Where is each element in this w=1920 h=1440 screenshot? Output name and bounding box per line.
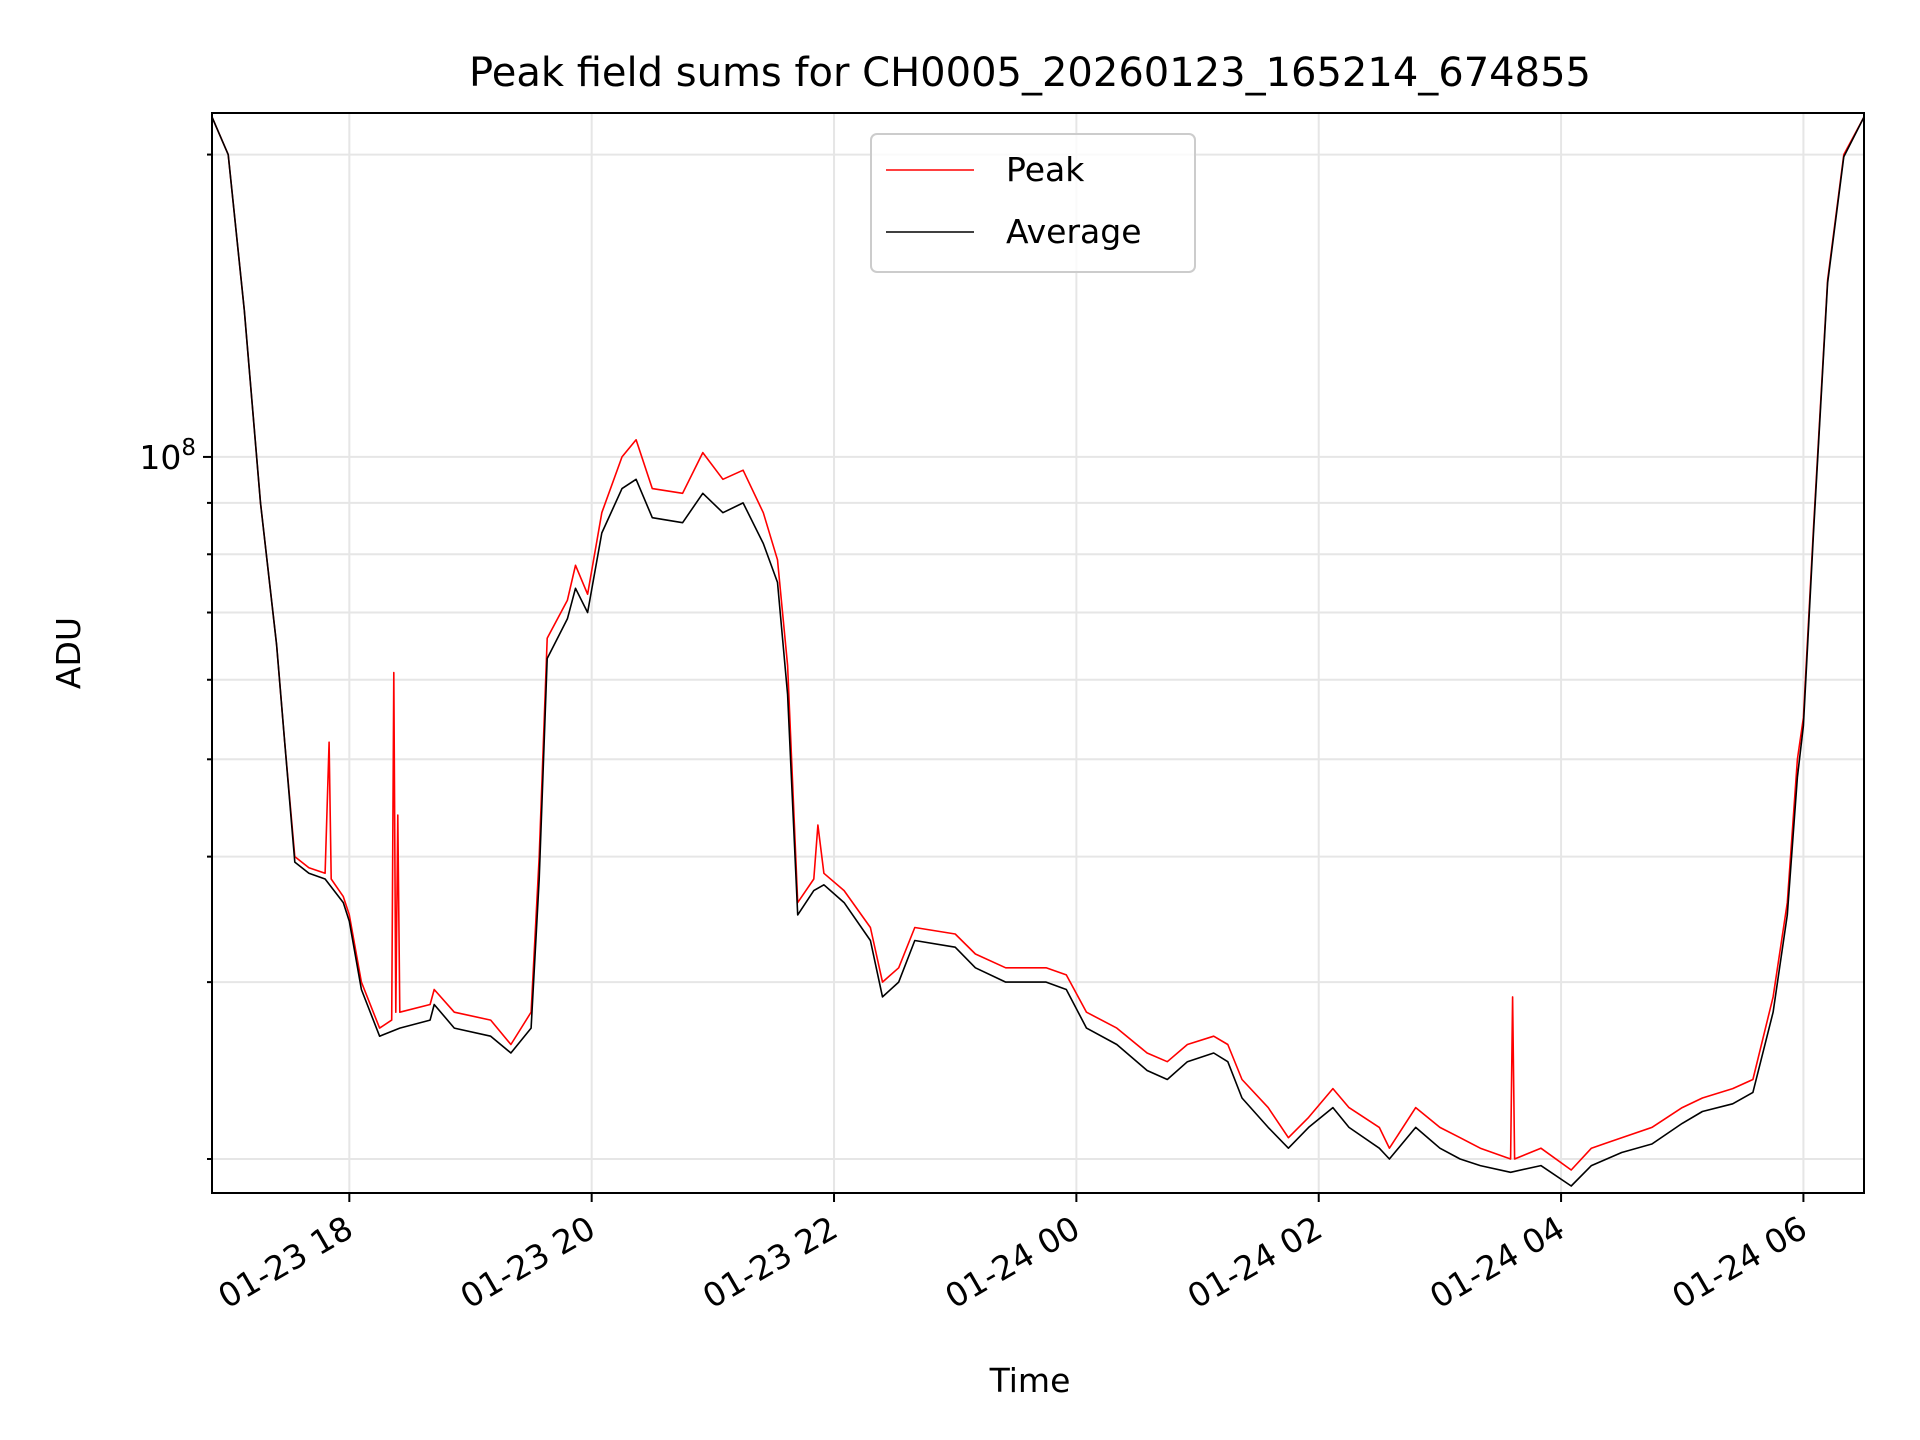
series-line-peak [211,116,1865,1171]
plot-frame [211,112,1865,1194]
chart-title: Peak field sums for CH0005_20260123_1652… [469,50,1591,96]
legend: Peak Average [870,133,1196,273]
legend-average-label: Average [1006,212,1142,251]
x-axis-title: Time [989,1361,1071,1400]
legend-peak-label: Peak [1006,150,1085,189]
series-line-average [211,116,1865,1187]
legend-box [870,133,1196,273]
y-tick-label: 108 [139,435,196,477]
series-layer [211,116,1865,1187]
y-axis-title: ADU [49,617,88,689]
